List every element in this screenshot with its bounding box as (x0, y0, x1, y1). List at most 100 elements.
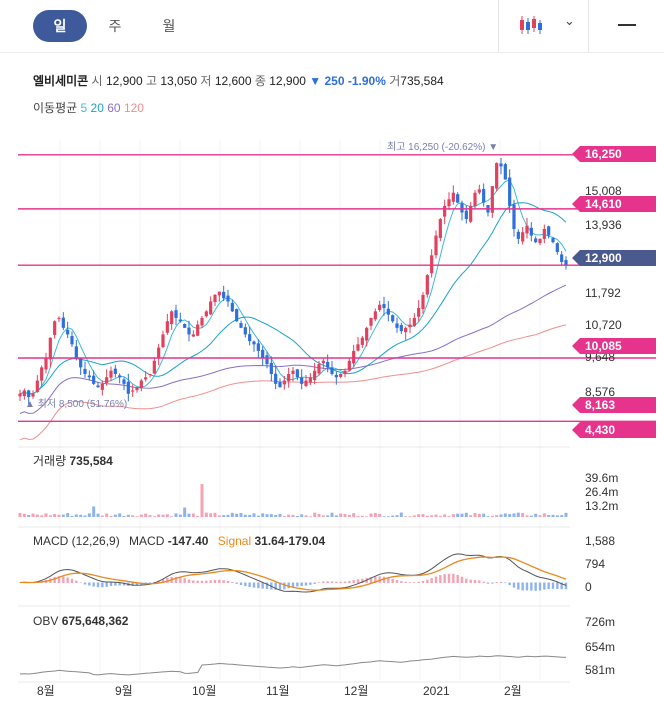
signal-line (20, 556, 567, 591)
macd-histogram-bar (317, 582, 321, 583)
volume-bar (287, 514, 291, 517)
x-tick: 10월 (192, 684, 216, 698)
macd-histogram-bar (335, 581, 338, 583)
candle-body (22, 390, 26, 397)
tab-month[interactable]: 월 (162, 18, 176, 34)
volume-bar (83, 515, 87, 517)
moving-average-legend: 이동평균 5 20 60 120 (33, 99, 144, 116)
toolbar-divider (588, 0, 589, 52)
volume-bar (347, 514, 351, 517)
volume-bar (490, 515, 494, 517)
macd-histogram-bar (560, 582, 563, 590)
volume-bar (525, 515, 529, 517)
ma5-label: 5 (80, 101, 88, 115)
volume-bar (230, 512, 234, 517)
volume-bar (542, 513, 546, 517)
volume-bar (126, 514, 130, 517)
volume-bar (473, 512, 477, 517)
macd-histogram-bar (478, 580, 481, 583)
macd-histogram-bar (452, 573, 455, 583)
price-level-label: 12,900 (585, 251, 622, 265)
macd-histogram-bar (343, 581, 347, 583)
volume-bar (204, 512, 208, 517)
macd-histogram-bar (408, 582, 412, 583)
volume-bar (438, 515, 442, 517)
macd-histogram-bar (62, 576, 65, 583)
macd-histogram-bar (226, 580, 230, 583)
candle-body (529, 227, 533, 236)
volume-bar (269, 514, 273, 517)
ma-label: 이동평균 (33, 101, 78, 115)
macd-histogram-bar (374, 576, 377, 583)
candle-body (417, 308, 421, 317)
volume-bar (122, 516, 126, 517)
candle-body (252, 341, 256, 345)
macd-histogram-bar (109, 582, 113, 587)
macd-histogram-bar (157, 580, 160, 583)
volume-bar (70, 515, 74, 517)
candle-body (464, 210, 468, 220)
candle-body (92, 375, 96, 384)
candle-body (209, 301, 213, 315)
volume-bar (31, 513, 35, 517)
macd-histogram-bar (57, 576, 61, 583)
macd-histogram-bar (352, 580, 355, 583)
macd-histogram-bar (261, 582, 264, 589)
low-value: 12,600 (214, 74, 252, 88)
change-percent: -1.90% (347, 74, 386, 88)
volume-bar (508, 514, 512, 517)
open-value: 12,900 (105, 74, 143, 88)
candle-body (512, 204, 516, 229)
hamburger-menu-icon[interactable] (618, 24, 636, 26)
volume-bar (343, 513, 347, 517)
volume-bar (213, 512, 217, 517)
volume-bar (512, 513, 516, 517)
chevron-down-icon[interactable]: ⌄ (564, 13, 575, 28)
tab-week[interactable]: 주 (108, 18, 122, 34)
macd-histogram-bar (551, 582, 555, 589)
macd-histogram-bar (166, 577, 169, 583)
macd-histogram-bar (148, 582, 152, 584)
candle-body (44, 357, 48, 370)
tab-day[interactable]: 일 (33, 10, 87, 42)
macd-histogram-bar (244, 582, 247, 587)
macd-histogram-bar (53, 576, 56, 583)
candle-body (538, 238, 542, 244)
macd-histogram-bar (543, 582, 546, 590)
macd-histogram-bar (179, 577, 182, 583)
volume-bar (105, 513, 109, 517)
macd-histogram-bar (239, 582, 243, 586)
macd-histogram-bar (361, 578, 364, 583)
volume-bar (339, 513, 343, 517)
macd-histogram-bar (486, 582, 490, 584)
volume-panel-label: 거래량 735,584 (33, 454, 113, 468)
volume-bar (40, 515, 44, 517)
macd-histogram-bar (378, 576, 381, 583)
macd-histogram-bar (283, 582, 286, 590)
candle-body (248, 334, 252, 342)
price-level-tag (572, 338, 656, 354)
macd-histogram-bar (309, 582, 312, 585)
macd-histogram-bar (70, 578, 74, 583)
volume-bar (274, 514, 278, 517)
candle-body (113, 368, 117, 374)
volume-tick: 26.4m (585, 485, 618, 499)
candle-body (503, 164, 507, 180)
candle-body (564, 260, 568, 266)
macd-histogram-bar (66, 577, 69, 583)
volume-bar (534, 513, 538, 517)
volume-bar (131, 515, 135, 517)
volume-bar (161, 514, 165, 517)
macd-histogram-bar (530, 582, 533, 591)
macd-histogram-bar (495, 582, 498, 583)
volume-bar (469, 515, 473, 517)
candlestick-icon[interactable] (518, 14, 544, 36)
candle-body (187, 327, 191, 335)
candle-body (438, 219, 442, 239)
ma120-line (19, 324, 567, 441)
volume-bar (295, 515, 299, 517)
obv-line (19, 655, 567, 676)
candle-body (555, 243, 559, 253)
macd-histogram-bar (387, 577, 390, 583)
